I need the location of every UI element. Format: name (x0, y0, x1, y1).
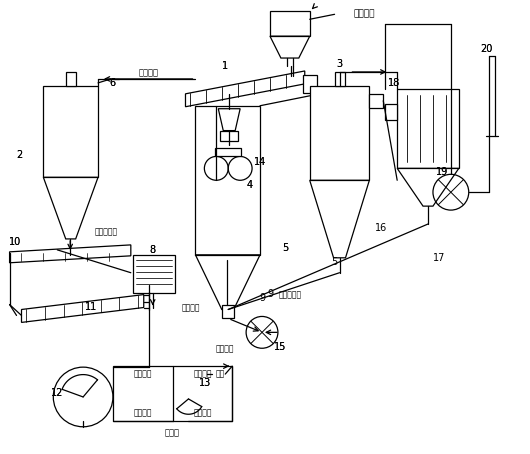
Text: 20: 20 (481, 44, 493, 54)
Text: 4: 4 (247, 180, 253, 190)
Bar (66, 72, 76, 86)
Text: 11: 11 (85, 301, 97, 311)
Text: 15: 15 (273, 342, 286, 352)
Bar (270, 11, 310, 36)
Text: 13: 13 (199, 378, 211, 388)
Text: 12: 12 (51, 388, 64, 398)
Text: 还原后煤气: 还原后煤气 (278, 290, 302, 299)
Text: 助燃空气: 助燃空气 (216, 345, 234, 354)
Text: 还原后煤气: 还原后煤气 (94, 227, 118, 237)
Text: 弱磁物料: 弱磁物料 (134, 370, 152, 379)
Bar (222, 305, 234, 318)
Text: 18: 18 (388, 78, 400, 88)
Bar (196, 106, 260, 255)
Text: 13: 13 (199, 378, 211, 388)
Bar (369, 94, 383, 108)
Bar (215, 148, 241, 157)
Text: 尾矿: 尾矿 (216, 370, 225, 379)
Text: 8: 8 (149, 245, 156, 255)
Text: 铁精矿: 铁精矿 (165, 428, 180, 437)
Bar (113, 366, 232, 421)
Text: 17: 17 (432, 253, 445, 263)
Text: 5: 5 (331, 257, 338, 267)
Text: 3: 3 (337, 59, 342, 69)
Text: 2: 2 (16, 150, 23, 160)
Text: 16: 16 (375, 223, 387, 233)
Text: 9: 9 (267, 289, 273, 299)
Text: 10: 10 (10, 237, 22, 247)
Text: 19: 19 (436, 168, 448, 178)
Bar (334, 72, 344, 86)
Text: 含水赤泥: 含水赤泥 (354, 10, 375, 19)
Text: 高温烟气: 高温烟气 (139, 69, 158, 78)
Bar (397, 89, 459, 168)
Text: 9: 9 (259, 292, 265, 302)
Text: 还原煤气: 还原煤气 (181, 303, 200, 312)
Bar (220, 131, 238, 141)
Bar (310, 86, 369, 180)
Bar (133, 255, 174, 292)
Text: 5: 5 (282, 243, 288, 253)
Text: 19: 19 (436, 168, 448, 178)
Text: 10: 10 (10, 237, 22, 247)
Text: 14: 14 (254, 158, 266, 168)
Text: 5: 5 (282, 243, 288, 253)
Bar (303, 75, 317, 93)
Text: 4: 4 (247, 180, 253, 190)
Text: 弱性物料: 弱性物料 (193, 408, 211, 417)
Bar (385, 104, 397, 120)
Text: 18: 18 (388, 78, 400, 88)
Text: 11: 11 (85, 301, 97, 311)
Text: 1: 1 (222, 61, 228, 71)
Text: 强磁物料: 强磁物料 (134, 408, 152, 417)
Text: 非磁物料: 非磁物料 (193, 370, 211, 379)
Text: 3: 3 (337, 59, 342, 69)
Text: 12: 12 (51, 388, 64, 398)
Text: 8: 8 (149, 245, 156, 255)
Bar (43, 86, 98, 178)
Text: 15: 15 (273, 342, 286, 352)
Text: 6: 6 (110, 78, 116, 88)
Text: 14: 14 (254, 158, 266, 168)
Text: 1: 1 (222, 61, 228, 71)
Text: 2: 2 (16, 150, 23, 160)
Text: 6: 6 (110, 78, 116, 88)
Text: 20: 20 (481, 44, 493, 54)
